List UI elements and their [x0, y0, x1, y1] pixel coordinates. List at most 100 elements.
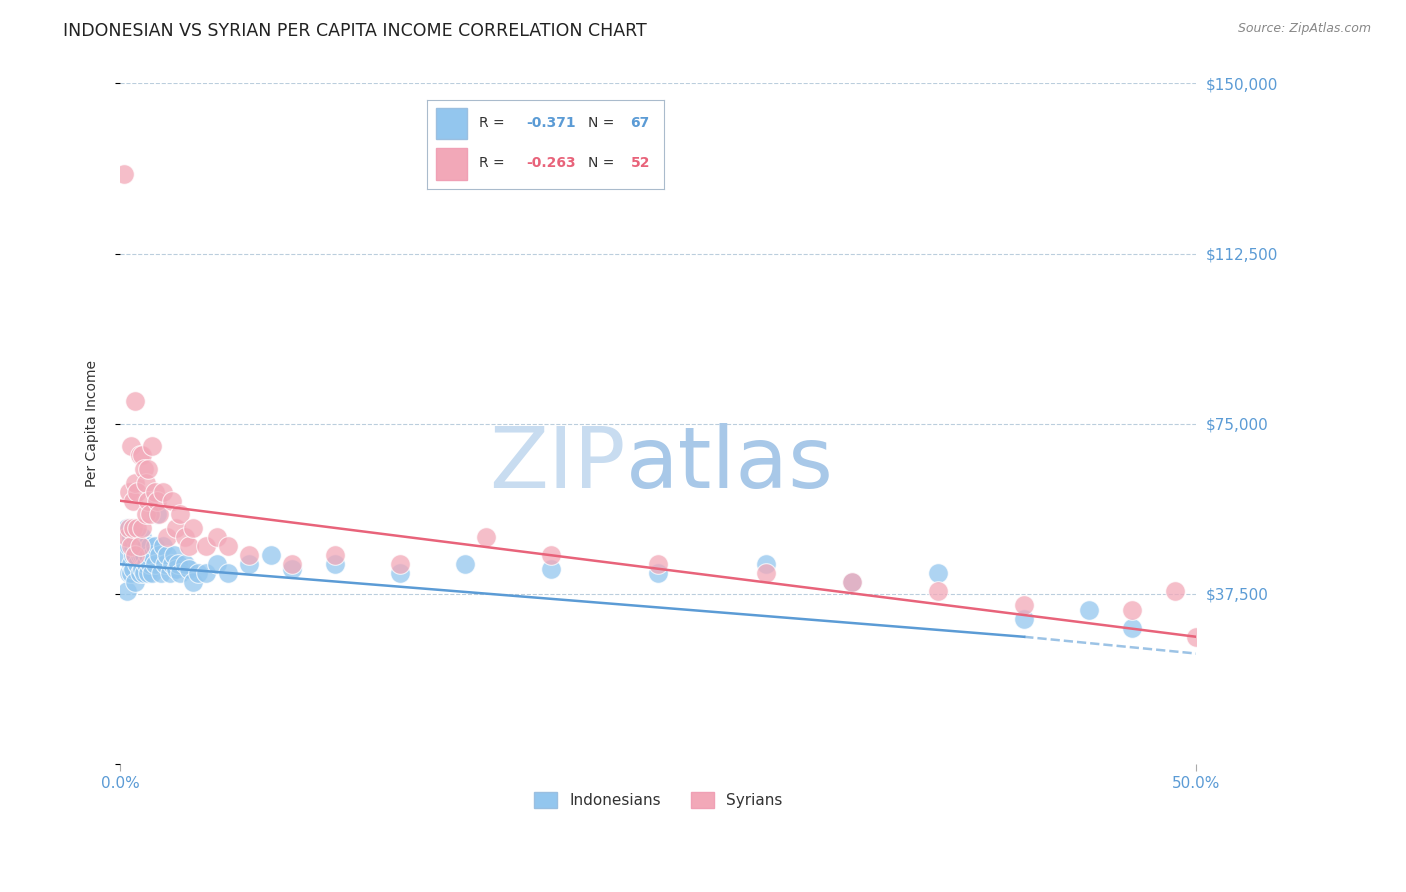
Point: [177, 562, 200, 576]
Point: [136, 493, 159, 508]
Point: [165, 562, 187, 576]
Text: ZIP: ZIP: [489, 423, 626, 506]
Text: INDONESIAN VS SYRIAN PER CAPITA INCOME CORRELATION CHART: INDONESIAN VS SYRIAN PER CAPITA INCOME C…: [63, 22, 647, 40]
Point: [136, 462, 159, 476]
Point: [128, 539, 150, 553]
Point: [127, 539, 149, 553]
Point: [152, 484, 174, 499]
Point: [475, 530, 498, 544]
Point: [128, 449, 150, 463]
Point: [169, 566, 191, 581]
Point: [120, 439, 142, 453]
Point: [281, 562, 304, 576]
Point: [165, 521, 187, 535]
Point: [122, 493, 145, 508]
Point: [1121, 602, 1143, 616]
Point: [755, 558, 778, 572]
Point: [217, 539, 239, 553]
Point: [122, 539, 145, 553]
Point: [127, 484, 149, 499]
Point: [159, 566, 181, 581]
Point: [120, 539, 142, 553]
Point: [135, 508, 157, 522]
Point: [143, 558, 166, 572]
Point: [141, 548, 163, 562]
Point: [128, 566, 150, 581]
Point: [540, 562, 562, 576]
Point: [540, 548, 562, 562]
Point: [128, 548, 150, 562]
Point: [205, 530, 228, 544]
Text: atlas: atlas: [626, 423, 834, 506]
Point: [181, 575, 204, 590]
Point: [260, 548, 283, 562]
Point: [139, 539, 162, 553]
Point: [132, 548, 155, 562]
Point: [131, 449, 153, 463]
Point: [145, 493, 167, 508]
Point: [150, 566, 173, 581]
Point: [145, 508, 167, 522]
Point: [1185, 630, 1208, 644]
Point: [927, 584, 949, 599]
Point: [238, 558, 260, 572]
Point: [238, 548, 260, 562]
Point: [141, 566, 163, 581]
Point: [118, 521, 141, 535]
Point: [841, 575, 863, 590]
Point: [124, 548, 146, 562]
Point: [388, 558, 411, 572]
Point: [139, 558, 162, 572]
Point: [118, 566, 141, 581]
Point: [1012, 598, 1035, 612]
Point: [1121, 621, 1143, 635]
Point: [325, 548, 347, 562]
Point: [281, 558, 304, 572]
Point: [148, 548, 170, 562]
Point: [135, 475, 157, 490]
Point: [120, 558, 142, 572]
Point: [1077, 602, 1099, 616]
Point: [148, 508, 170, 522]
Point: [143, 539, 166, 553]
Point: [205, 558, 228, 572]
Point: [132, 462, 155, 476]
Point: [115, 584, 138, 599]
Point: [131, 562, 153, 576]
Point: [173, 530, 195, 544]
Point: [143, 484, 166, 499]
Text: Source: ZipAtlas.com: Source: ZipAtlas.com: [1237, 22, 1371, 36]
Point: [118, 539, 141, 553]
Point: [841, 575, 863, 590]
Point: [124, 530, 146, 544]
Point: [160, 558, 183, 572]
Point: [115, 530, 138, 544]
Y-axis label: Per Capita Income: Per Capita Income: [86, 360, 100, 487]
Point: [195, 539, 218, 553]
Point: [122, 521, 145, 535]
Point: [124, 393, 146, 408]
Point: [325, 558, 347, 572]
Point: [131, 521, 153, 535]
Point: [155, 558, 177, 572]
Point: [160, 493, 183, 508]
Point: [139, 508, 162, 522]
Point: [127, 558, 149, 572]
Point: [114, 167, 136, 181]
Point: [132, 566, 155, 581]
Point: [127, 521, 149, 535]
Point: [755, 566, 778, 581]
Point: [156, 548, 179, 562]
Point: [135, 558, 157, 572]
Point: [124, 475, 146, 490]
Point: [217, 566, 239, 581]
Point: [156, 530, 179, 544]
Point: [118, 484, 141, 499]
Point: [141, 439, 163, 453]
Point: [131, 548, 153, 562]
Point: [122, 562, 145, 576]
Point: [124, 548, 146, 562]
Point: [453, 558, 475, 572]
Point: [152, 539, 174, 553]
Point: [114, 548, 136, 562]
